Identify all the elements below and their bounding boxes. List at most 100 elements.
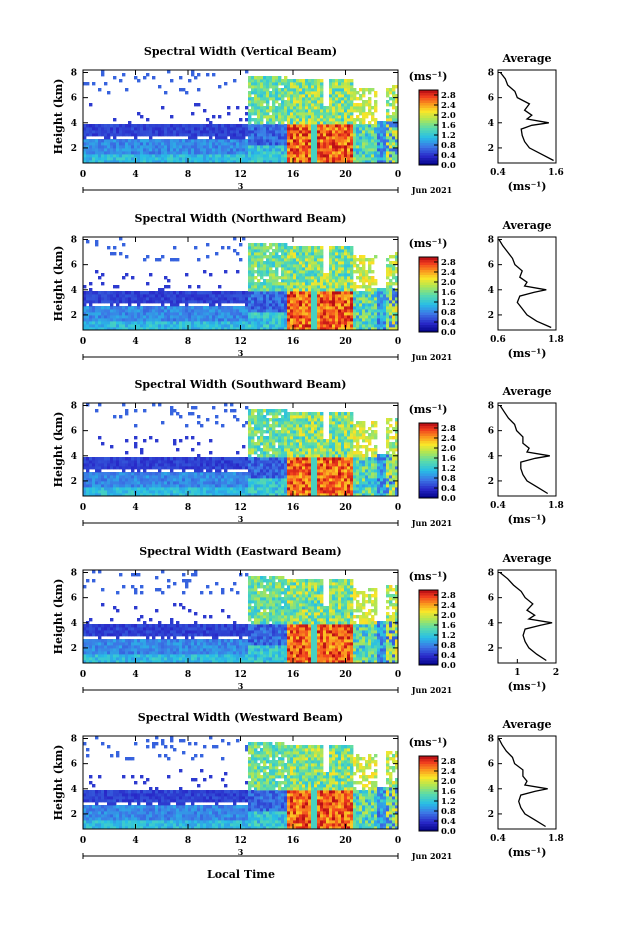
heatmap-cell (311, 106, 315, 110)
heatmap-cell (356, 97, 360, 101)
heatmap-cell (152, 475, 156, 479)
heatmap-cell (248, 493, 252, 497)
heatmap-cell (335, 273, 339, 277)
heatmap-cell (155, 145, 159, 149)
heatmap-cell (353, 94, 357, 98)
heatmap-cell (335, 85, 339, 89)
heatmap-cell (341, 145, 345, 149)
heatmap-cell (374, 160, 378, 164)
heatmap-cell (164, 151, 168, 155)
heatmap-cell (314, 118, 318, 122)
heatmap-cell (191, 154, 195, 158)
heatmap-cell (293, 145, 297, 149)
heatmap-cell (218, 115, 222, 119)
heatmap-cell (170, 460, 174, 464)
heatmap-cell (350, 94, 354, 98)
heatmap-cell (344, 282, 348, 286)
heatmap-cell (293, 97, 297, 101)
panel-title: Spectral Width (Northward Beam) (135, 212, 347, 225)
heatmap-cell (344, 139, 348, 143)
heatmap-cell (263, 291, 267, 295)
heatmap-cell (314, 288, 318, 292)
heatmap-cell (287, 324, 291, 328)
heatmap-cell (332, 264, 336, 268)
heatmap-cell (155, 327, 159, 331)
heatmap-cell (368, 282, 372, 286)
heatmap-cell (137, 324, 141, 328)
heatmap-cell (149, 297, 153, 301)
heatmap-cell (290, 252, 294, 256)
heatmap-cell (149, 124, 153, 128)
heatmap-cell (389, 151, 393, 155)
heatmap-cell (152, 306, 156, 310)
heatmap-cell (113, 463, 117, 467)
heatmap-cell (362, 142, 366, 146)
heatmap-cell (368, 97, 372, 101)
heatmap-cell (296, 315, 300, 319)
profile-y-tick-label: 2 (488, 144, 494, 154)
heatmap-cell (335, 97, 339, 101)
heatmap-cell (308, 249, 312, 253)
heatmap-cell (305, 136, 309, 140)
heatmap-cell (140, 291, 144, 295)
heatmap-cell (137, 303, 141, 307)
heatmap-cell (194, 133, 198, 137)
heatmap-cell (386, 321, 390, 325)
heatmap-cell (209, 493, 213, 497)
heatmap-cell (254, 294, 258, 298)
heatmap-cell (131, 160, 135, 164)
heatmap-cell (107, 130, 111, 134)
heatmap-cell (281, 252, 285, 256)
heatmap-cell (107, 127, 111, 131)
heatmap-cell (206, 291, 210, 295)
heatmap-cell (191, 481, 195, 485)
heatmap-cell (83, 300, 87, 304)
heatmap-cell (140, 151, 144, 155)
heatmap-cell (299, 300, 303, 304)
heatmap-cell (290, 294, 294, 298)
heatmap-cell (197, 318, 201, 322)
heatmap-cell (278, 327, 282, 331)
heatmap-cell (326, 109, 330, 113)
heatmap-cell (176, 139, 180, 143)
heatmap-cell (350, 127, 354, 131)
heatmap-cell (95, 457, 99, 461)
heatmap-cell (371, 279, 375, 283)
heatmap-cell (320, 154, 324, 158)
heatmap-cell (185, 478, 189, 482)
heatmap-cell (359, 327, 363, 331)
heatmap-cell (263, 303, 267, 307)
heatmap-cell (260, 94, 264, 98)
heatmap-cell (326, 136, 330, 140)
heatmap-cell (170, 133, 174, 137)
heatmap-cell (218, 133, 222, 137)
heatmap-cell (254, 88, 258, 92)
heatmap-cell (155, 490, 159, 494)
heatmap-cell (98, 151, 102, 155)
heatmap-cell (383, 321, 387, 325)
heatmap-cell (317, 124, 321, 128)
heatmap-cell (302, 309, 306, 313)
heatmap-cell (293, 321, 297, 325)
heatmap-cell (344, 273, 348, 277)
heatmap-cell (209, 439, 213, 443)
heatmap-cell (329, 151, 333, 155)
heatmap-cell (125, 472, 129, 476)
heatmap-cell (275, 154, 279, 158)
heatmap-cell (125, 88, 129, 92)
heatmap-cell (149, 145, 153, 149)
heatmap-cell (290, 97, 294, 101)
heatmap-cell (266, 327, 270, 331)
y-tick-label: 8 (71, 236, 77, 246)
heatmap-cell (152, 291, 156, 295)
heatmap-cell (389, 139, 393, 143)
heatmap-cell (125, 297, 129, 301)
heatmap-cell (140, 142, 144, 146)
heatmap-cell (302, 288, 306, 292)
heatmap-cell (359, 121, 363, 125)
heatmap-cell (245, 318, 249, 322)
heatmap-cell (392, 318, 396, 322)
heatmap-cell (212, 309, 216, 313)
heatmap-cell (227, 294, 231, 298)
heatmap-cell (113, 160, 117, 164)
